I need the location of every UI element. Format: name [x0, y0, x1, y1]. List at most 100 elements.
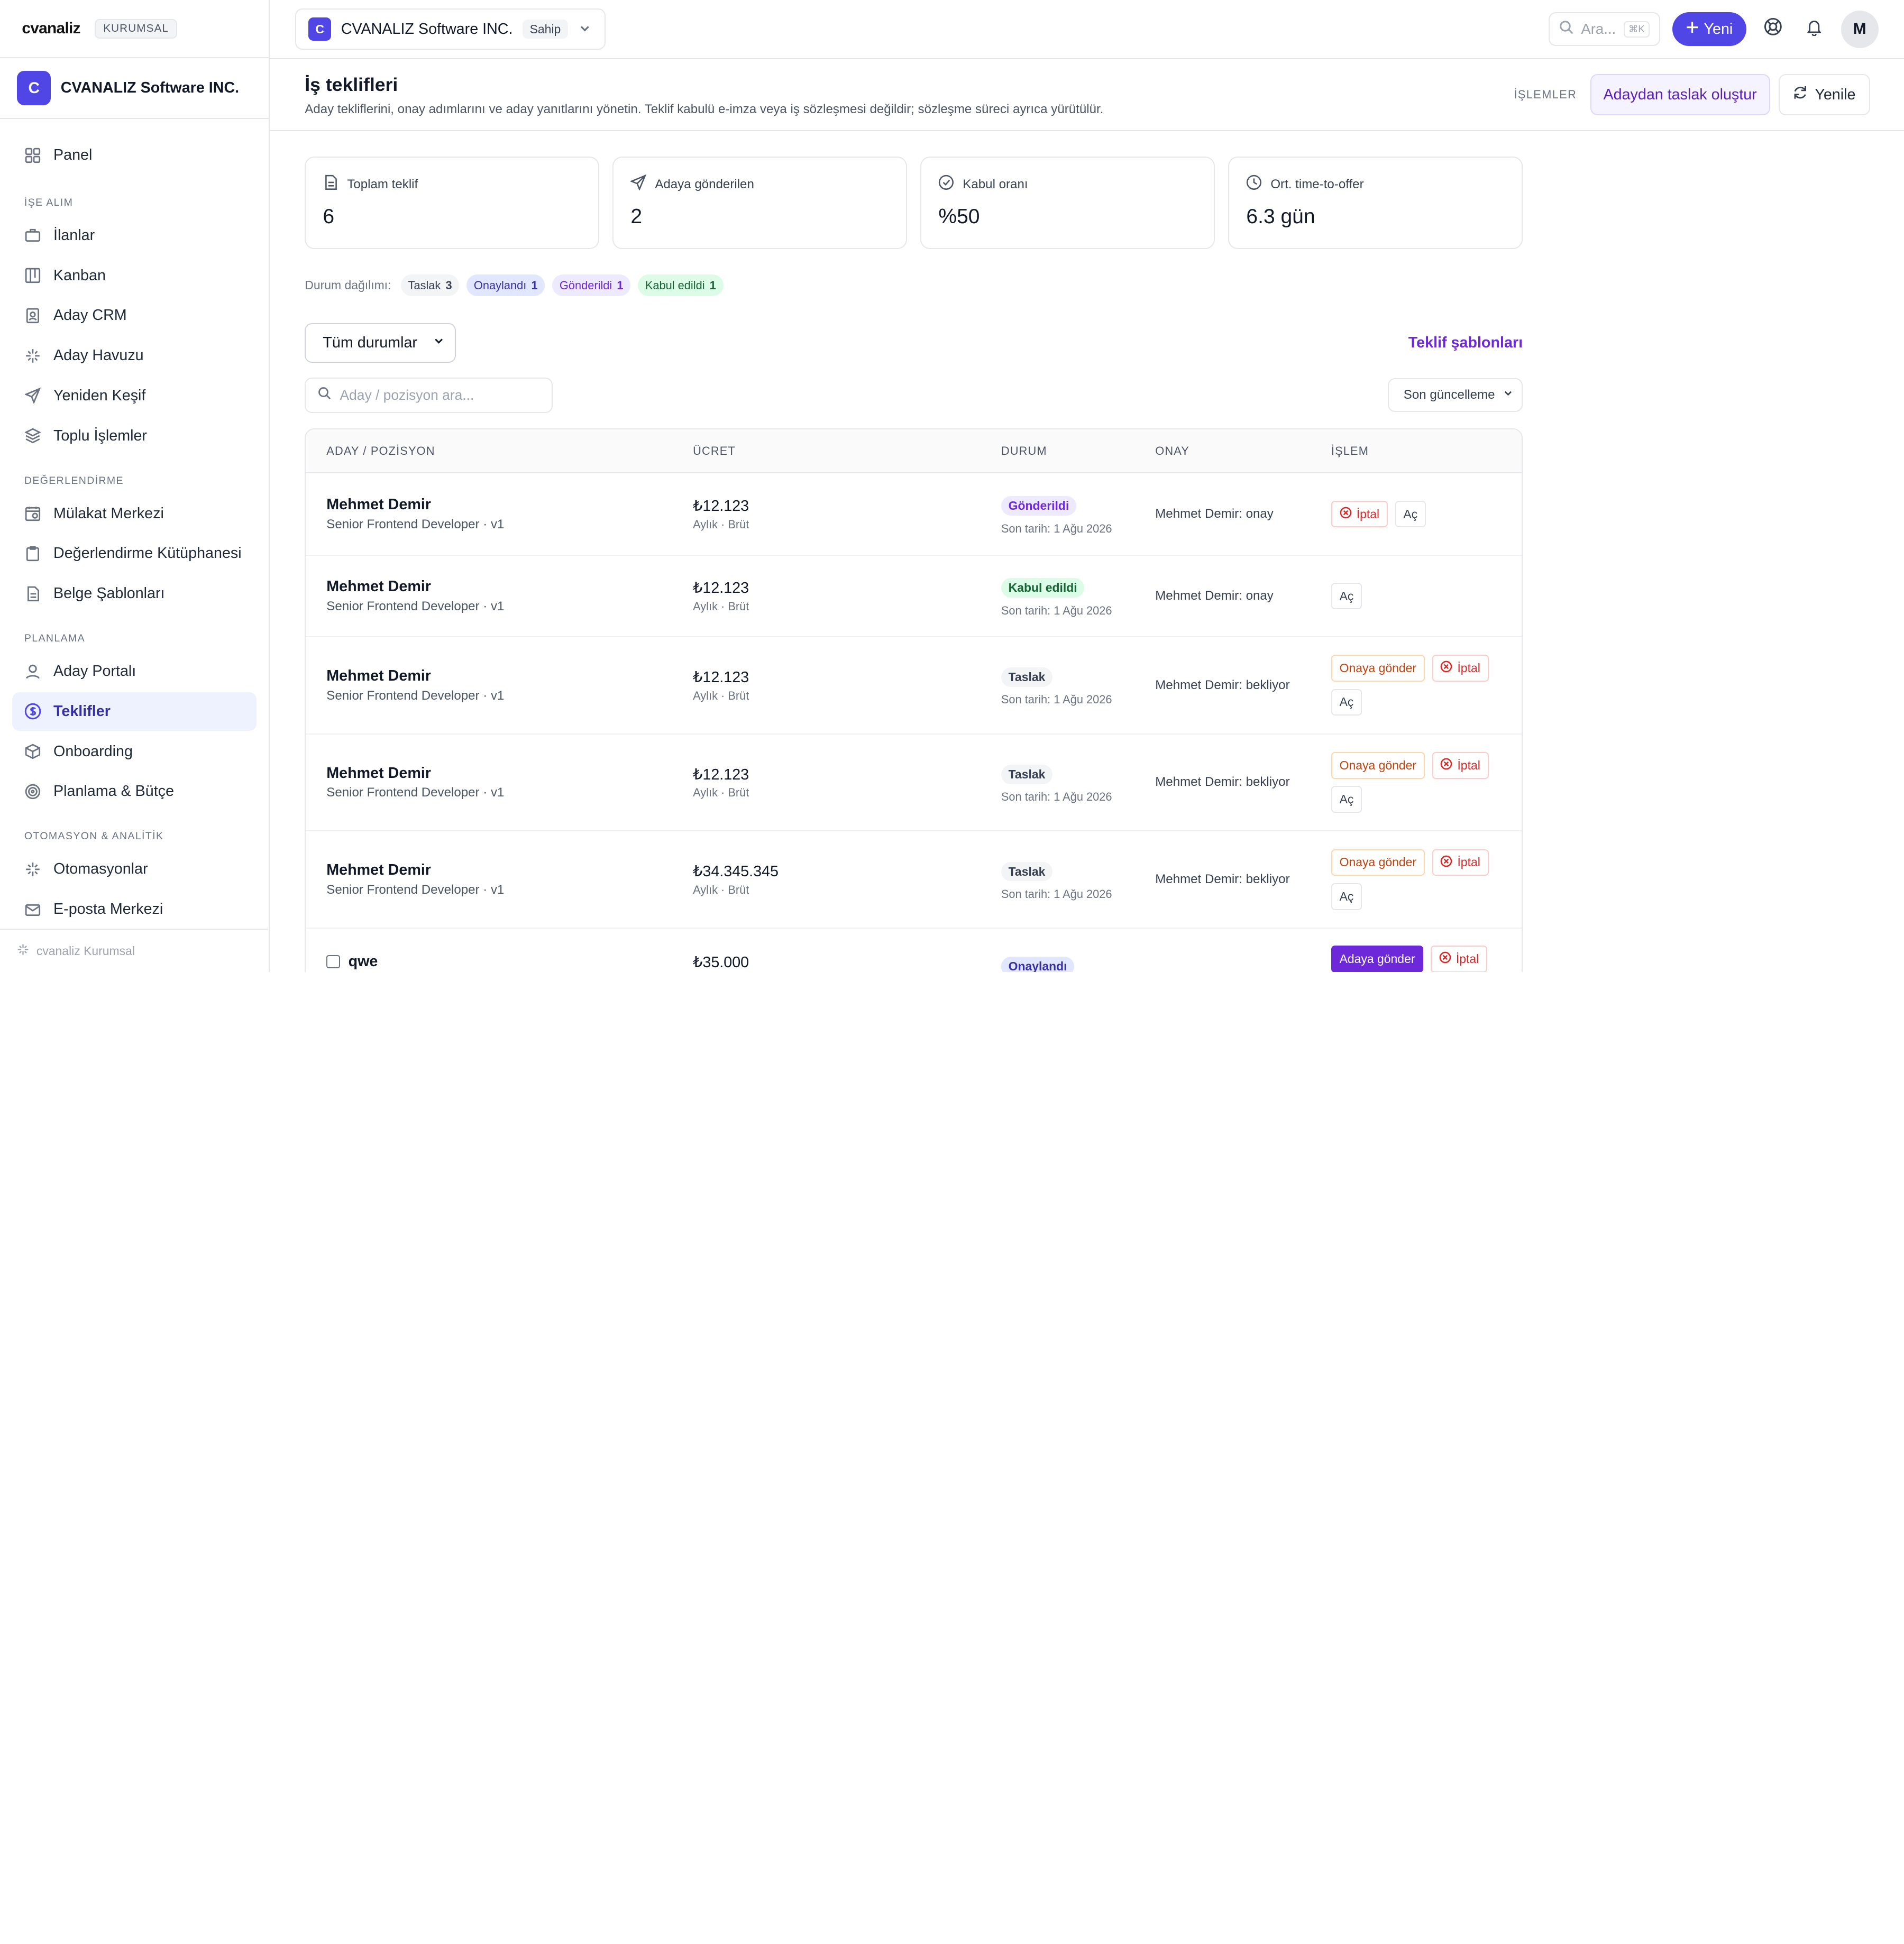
- sidebar-item-panel[interactable]: Panel: [12, 136, 257, 175]
- sidebar-item-teklifler[interactable]: Teklifler: [12, 692, 257, 731]
- candidate-name[interactable]: Mehmet Demir: [326, 578, 431, 595]
- chevron-down-icon: [578, 18, 592, 40]
- candidate-name[interactable]: Mehmet Demir: [326, 764, 431, 782]
- sidebar-item-yeniden-kesif[interactable]: Yeniden Keşif: [12, 377, 257, 415]
- table-row[interactable]: Mehmet Demir Senior Frontend Developer · …: [306, 735, 1522, 832]
- sidebar-item-kanban[interactable]: Kanban: [12, 256, 257, 295]
- sparkle-icon: [24, 861, 41, 878]
- column-header[interactable]: ONAY: [1155, 444, 1189, 457]
- cancel-offer-button[interactable]: İptal: [1432, 849, 1489, 876]
- refresh-icon: [1793, 85, 1808, 104]
- row-checkbox[interactable]: [326, 955, 340, 968]
- sidebar-item-aday-portali[interactable]: Aday Portalı: [12, 652, 257, 691]
- row-actions: Onaya gönder İptal Aç: [1331, 849, 1522, 910]
- offer-search-input[interactable]: Aday / pozisyon ara...: [305, 377, 553, 413]
- send-for-approval-button[interactable]: Onaya gönder: [1331, 752, 1425, 779]
- sidebar-footer: cvanaliz Kurumsal: [0, 929, 269, 973]
- sidebar-nav: Panel İŞE ALIM İlanlar Kanban Aday CRM A…: [0, 119, 269, 929]
- row-actions: Adaya gönder İptal: [1331, 946, 1522, 973]
- candidate-name[interactable]: Mehmet Demir: [326, 861, 431, 879]
- stat-label: Adaya gönderilen: [655, 177, 754, 191]
- column-header[interactable]: ADAY / POZİSYON: [326, 444, 435, 457]
- approval-status: Mehmet Demir: bekliyor: [1155, 872, 1290, 887]
- offer-amount: ₺35.000: [693, 953, 749, 971]
- status-chip-accepted[interactable]: Kabul edildi 1: [638, 274, 724, 297]
- sidebar-item-onboarding[interactable]: Onboarding: [12, 732, 257, 771]
- chevron-down-icon: [432, 334, 445, 352]
- open-offer-button[interactable]: Aç: [1331, 689, 1362, 716]
- actions-label: İŞLEMLER: [1514, 88, 1577, 102]
- open-offer-button[interactable]: Aç: [1331, 786, 1362, 813]
- notifications-button[interactable]: [1800, 15, 1829, 44]
- row-actions: İptal Aç: [1331, 500, 1522, 528]
- open-offer-button[interactable]: Aç: [1395, 500, 1426, 528]
- global-search[interactable]: Ara... ⌘K: [1548, 12, 1660, 47]
- table-row[interactable]: Mehmet Demir Senior Frontend Developer · …: [306, 831, 1522, 929]
- package-icon: [24, 743, 41, 760]
- status-chip-sent[interactable]: Gönderildi 1: [552, 274, 631, 297]
- sidebar-item-belge-sablonlari[interactable]: Belge Şablonları: [12, 574, 257, 613]
- sidebar-item-e-posta-merkezi[interactable]: E-posta Merkezi: [12, 890, 257, 929]
- stat-value: 6: [323, 205, 335, 228]
- status-chip-draft[interactable]: Taslak 3: [400, 274, 460, 297]
- search-shortcut: ⌘K: [1624, 21, 1650, 38]
- sidebar-item-mulakat-merkezi[interactable]: Mülakat Merkezi: [12, 494, 257, 533]
- refresh-button[interactable]: Yenile: [1778, 74, 1870, 116]
- footer-label: cvanaliz Kurumsal: [36, 944, 135, 958]
- sidebar-item-degerlendirme-kutuphanesi[interactable]: Değerlendirme Kütüphanesi: [12, 534, 257, 573]
- sidebar-item-planlama-butce[interactable]: Planlama & Bütçe: [12, 772, 257, 811]
- cancel-offer-button[interactable]: İptal: [1331, 500, 1388, 528]
- brand-logo[interactable]: cvanaliz: [22, 20, 80, 38]
- send-to-candidate-button[interactable]: Adaya gönder: [1331, 946, 1424, 973]
- sidebar-item-otomasyonlar[interactable]: Otomasyonlar: [12, 850, 257, 888]
- candidate-position: Senior Frontend Developer · v1: [326, 688, 505, 703]
- chip-label: Kabul edildi: [645, 278, 705, 292]
- status-badge: Gönderildi: [1001, 496, 1077, 516]
- table-row[interactable]: Mehmet Demir Senior Frontend Developer · …: [306, 637, 1522, 735]
- status-filter-select[interactable]: Tüm durumlar: [305, 323, 456, 363]
- sidebar-item-aday-havuzu[interactable]: Aday Havuzu: [12, 336, 257, 375]
- org-switcher[interactable]: C CVANALIZ Software INC.: [0, 58, 269, 119]
- page-title: İş teklifleri: [305, 74, 398, 96]
- send-for-approval-button[interactable]: Onaya gönder: [1331, 849, 1425, 876]
- candidate-name[interactable]: qwe: [348, 952, 378, 970]
- sidebar-item-label: Aday Havuzu: [53, 347, 144, 364]
- candidate-name[interactable]: Mehmet Demir: [326, 667, 431, 684]
- sidebar-item-aday-crm[interactable]: Aday CRM: [12, 296, 257, 335]
- column-header[interactable]: ÜCRET: [693, 444, 736, 457]
- sidebar-item-ilanlar[interactable]: İlanlar: [12, 216, 257, 255]
- sort-select[interactable]: Son güncelleme: [1388, 378, 1523, 412]
- create-draft-from-candidate-button[interactable]: Adaydan taslak oluştur: [1590, 74, 1770, 116]
- help-button[interactable]: [1759, 15, 1788, 44]
- offer-amount-type: Aylık · Brüt: [693, 599, 749, 613]
- cancel-offer-button[interactable]: İptal: [1432, 752, 1489, 779]
- table-row[interactable]: Mehmet Demir Senior Frontend Developer · …: [306, 556, 1522, 637]
- send-for-approval-button[interactable]: Onaya gönder: [1331, 655, 1425, 682]
- sidebar-item-toplu-islemler[interactable]: Toplu İşlemler: [12, 416, 257, 455]
- offer-deadline: Son tarih: 1 Ağu 2026: [1001, 693, 1112, 707]
- new-button[interactable]: Yeni: [1672, 12, 1746, 47]
- open-offer-button[interactable]: Aç: [1331, 582, 1362, 610]
- status-chip-approved[interactable]: Onaylandı 1: [466, 274, 545, 297]
- sidebar-item-label: Değerlendirme Kütüphanesi: [53, 545, 242, 562]
- sidebar-item-label: Aday Portalı: [53, 663, 136, 680]
- candidate-name[interactable]: Mehmet Demir: [326, 496, 431, 513]
- stat-label: Toplam teklif: [347, 177, 418, 191]
- table-row[interactable]: qwe ₺35.000 Onaylandı Adaya gönder İptal: [306, 929, 1522, 973]
- brand-bar: cvanaliz KURUMSAL: [0, 0, 269, 59]
- sparkle-icon: [17, 943, 29, 959]
- sidebar-section-title: OTOMASYON & ANALİTİK: [24, 830, 164, 842]
- cancel-offer-button[interactable]: İptal: [1432, 655, 1489, 682]
- column-header[interactable]: DURUM: [1001, 444, 1047, 457]
- offer-templates-link[interactable]: Teklif şablonları: [1408, 334, 1523, 352]
- offer-deadline: Son tarih: 1 Ağu 2026: [1001, 521, 1112, 535]
- page-header: İş teklifleri Aday tekliflerini, onay ad…: [269, 59, 1904, 131]
- user-avatar[interactable]: M: [1841, 10, 1879, 48]
- table-row[interactable]: Mehmet Demir Senior Frontend Developer · …: [306, 473, 1522, 556]
- status-filter-value: Tüm durumlar: [323, 334, 417, 352]
- sidebar-item-label: Teklifler: [53, 702, 111, 720]
- open-offer-button[interactable]: Aç: [1331, 883, 1362, 910]
- cancel-offer-button[interactable]: İptal: [1431, 946, 1488, 973]
- offer-search-placeholder: Aday / pozisyon ara...: [340, 387, 474, 403]
- workspace-switcher[interactable]: C CVANALIZ Software INC. Sahip: [295, 8, 606, 50]
